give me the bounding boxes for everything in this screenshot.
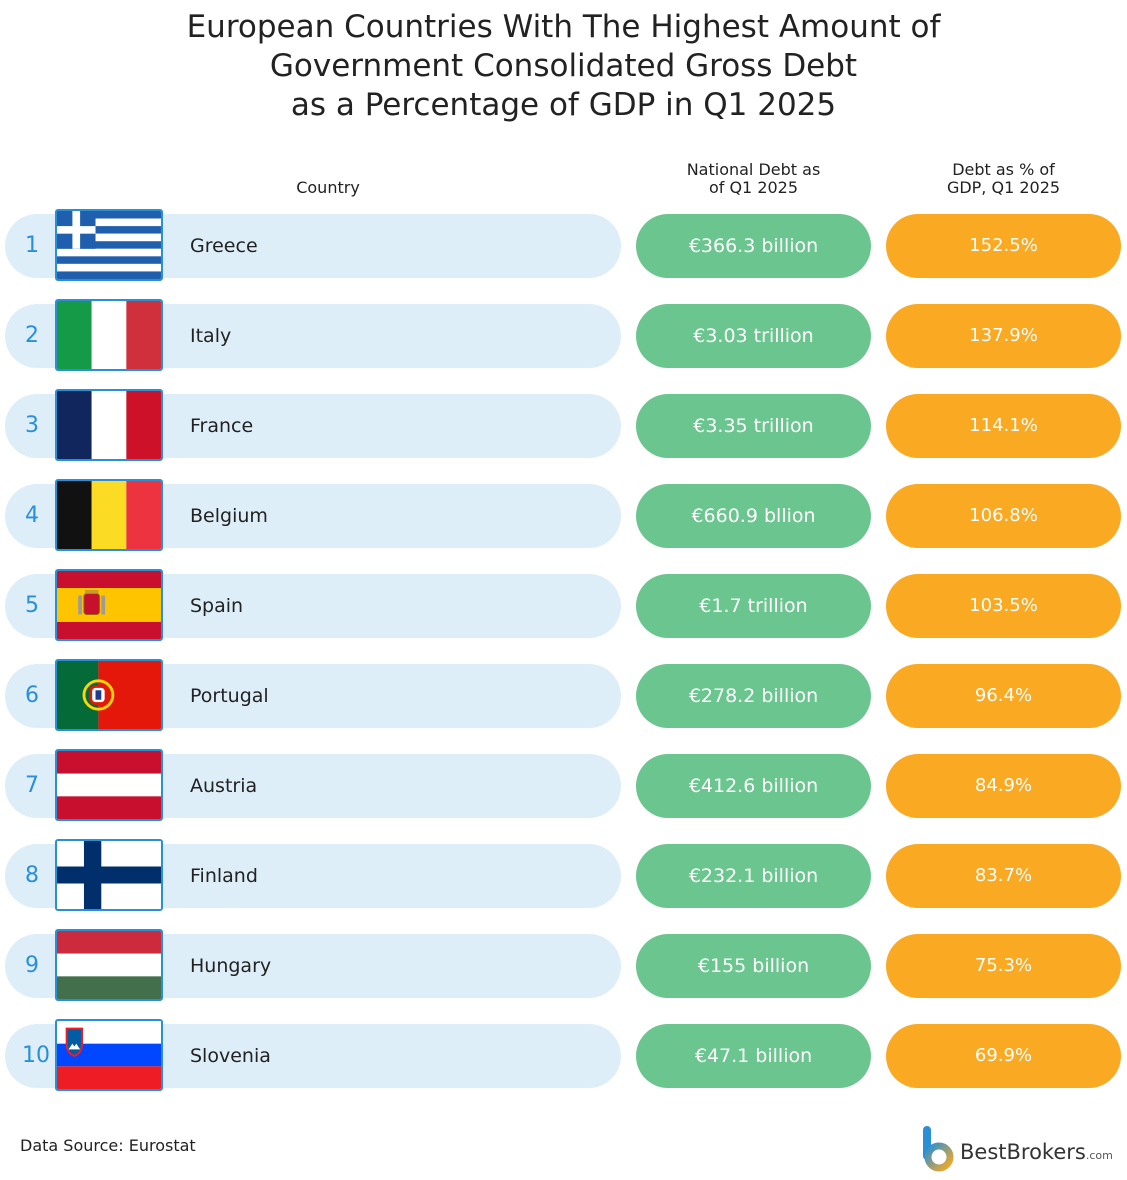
national-debt-value: €278.2 billion — [636, 664, 871, 728]
portugal-flag — [55, 659, 163, 731]
spain-flag — [55, 569, 163, 641]
national-debt-value: €660.9 bllion — [636, 484, 871, 548]
debt-pct-gdp-value: 114.1% — [886, 394, 1121, 458]
brand-name-text: BestBrokers — [960, 1140, 1086, 1164]
slovenia-flag — [55, 1019, 163, 1091]
country-name: Slovenia — [190, 1045, 271, 1067]
country-name: Hungary — [190, 955, 272, 977]
rank-number: 9 — [25, 953, 39, 978]
header-national-debt: National Debt as of Q1 2025 — [636, 161, 871, 197]
country-name: Austria — [190, 775, 258, 797]
rank-number: 7 — [25, 773, 39, 798]
brand-logo: BestBrokers.com — [920, 1124, 1125, 1174]
chart-title: European Countries With The Highest Amou… — [0, 8, 1127, 125]
country-name: France — [190, 415, 254, 437]
title-line-1: European Countries With The Highest Amou… — [186, 9, 941, 45]
country-name: Greece — [190, 235, 258, 257]
table-row: 7 Austria €412.6 billion 84.9% — [0, 749, 1127, 821]
italy-flag — [55, 299, 163, 371]
data-source: Data Source: Eurostat — [20, 1136, 196, 1155]
rank-number: 8 — [25, 863, 39, 888]
rank-number: 5 — [25, 593, 39, 618]
table-row: 1 Greece €366.3 billion 152.5% — [0, 209, 1127, 281]
rank-number: 6 — [25, 683, 39, 708]
france-flag — [55, 389, 163, 461]
table-row: 10 Slovenia €47.1 billion 69.9% — [0, 1019, 1127, 1091]
header-country: Country — [296, 178, 360, 197]
table-row: 4 Belgium €660.9 bllion 106.8% — [0, 479, 1127, 551]
rank-number: 3 — [25, 413, 39, 438]
debt-pct-gdp-value: 84.9% — [886, 754, 1121, 818]
greece-flag — [55, 209, 163, 281]
table-row: 6 Portugal €278.2 billion 96.4% — [0, 659, 1127, 731]
austria-flag — [55, 749, 163, 821]
national-debt-value: €232.1 billion — [636, 844, 871, 908]
debt-pct-gdp-value: 96.4% — [886, 664, 1121, 728]
table-row: 9 Hungary €155 billion 75.3% — [0, 929, 1127, 1001]
finland-flag — [55, 839, 163, 911]
national-debt-value: €155 billion — [636, 934, 871, 998]
rank-number: 1 — [25, 233, 39, 258]
debt-pct-gdp-value: 103.5% — [886, 574, 1121, 638]
brand-name: BestBrokers.com — [960, 1140, 1113, 1164]
table-row: 8 Finland €232.1 billion 83.7% — [0, 839, 1127, 911]
country-name: Belgium — [190, 505, 268, 527]
header-debt-pct-line-2: GDP, Q1 2025 — [946, 178, 1061, 197]
brand-suffix: .com — [1085, 1149, 1113, 1162]
debt-pct-gdp-value: 152.5% — [886, 214, 1121, 278]
national-debt-value: €1.7 trillion — [636, 574, 871, 638]
rank-number: 4 — [25, 503, 39, 528]
debt-pct-gdp-value: 106.8% — [886, 484, 1121, 548]
country-name: Italy — [190, 325, 232, 347]
header-national-debt-line-1: National Debt as — [686, 160, 821, 179]
bestbrokers-logo-icon — [923, 1126, 954, 1172]
header-debt-pct-line-1: Debt as % of — [952, 160, 1055, 179]
debt-pct-gdp-value: 75.3% — [886, 934, 1121, 998]
country-name: Finland — [190, 865, 258, 887]
debt-pct-gdp-value: 83.7% — [886, 844, 1121, 908]
national-debt-value: €3.35 trillion — [636, 394, 871, 458]
table-row: 2 Italy €3.03 trillion 137.9% — [0, 299, 1127, 371]
national-debt-value: €47.1 billion — [636, 1024, 871, 1088]
debt-pct-gdp-value: 137.9% — [886, 304, 1121, 368]
title-line-3: as a Percentage of GDP in Q1 2025 — [290, 87, 837, 123]
rank-number: 10 — [22, 1043, 50, 1068]
table-row: 3 France €3.35 trillion 114.1% — [0, 389, 1127, 461]
country-name: Portugal — [190, 685, 269, 707]
table-row: 5 Spain €1.7 trillion 103.5% — [0, 569, 1127, 641]
national-debt-value: €3.03 trillion — [636, 304, 871, 368]
header-national-debt-line-2: of Q1 2025 — [708, 178, 799, 197]
country-name: Spain — [190, 595, 244, 617]
national-debt-value: €412.6 billion — [636, 754, 871, 818]
title-line-2: Government Consolidated Gross Debt — [269, 48, 858, 84]
belgium-flag — [55, 479, 163, 551]
header-debt-pct-gdp: Debt as % of GDP, Q1 2025 — [886, 161, 1121, 197]
rank-number: 2 — [25, 323, 39, 348]
hungary-flag — [55, 929, 163, 1001]
national-debt-value: €366.3 billion — [636, 214, 871, 278]
debt-pct-gdp-value: 69.9% — [886, 1024, 1121, 1088]
